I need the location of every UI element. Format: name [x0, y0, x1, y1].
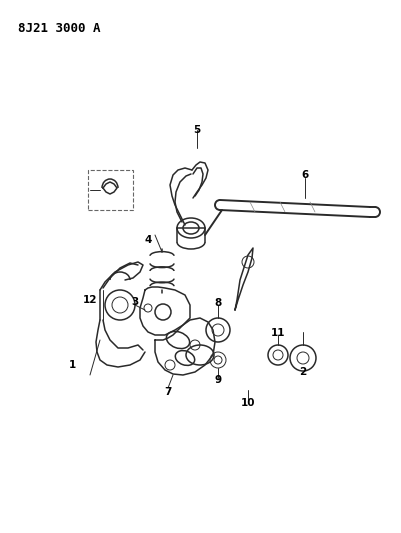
- Text: 12: 12: [83, 295, 97, 305]
- Text: 10: 10: [241, 398, 255, 408]
- Text: 7: 7: [164, 387, 172, 397]
- Text: 11: 11: [271, 328, 285, 338]
- Text: 5: 5: [193, 125, 200, 135]
- Text: 3: 3: [132, 297, 139, 307]
- Text: 9: 9: [215, 375, 222, 385]
- Text: 6: 6: [302, 170, 309, 180]
- Text: 2: 2: [300, 367, 307, 377]
- Text: 8J21 3000 A: 8J21 3000 A: [18, 22, 101, 35]
- Text: 4: 4: [144, 235, 152, 245]
- Bar: [88, 170, 133, 210]
- Text: 8: 8: [215, 298, 222, 308]
- Text: 1: 1: [69, 360, 76, 370]
